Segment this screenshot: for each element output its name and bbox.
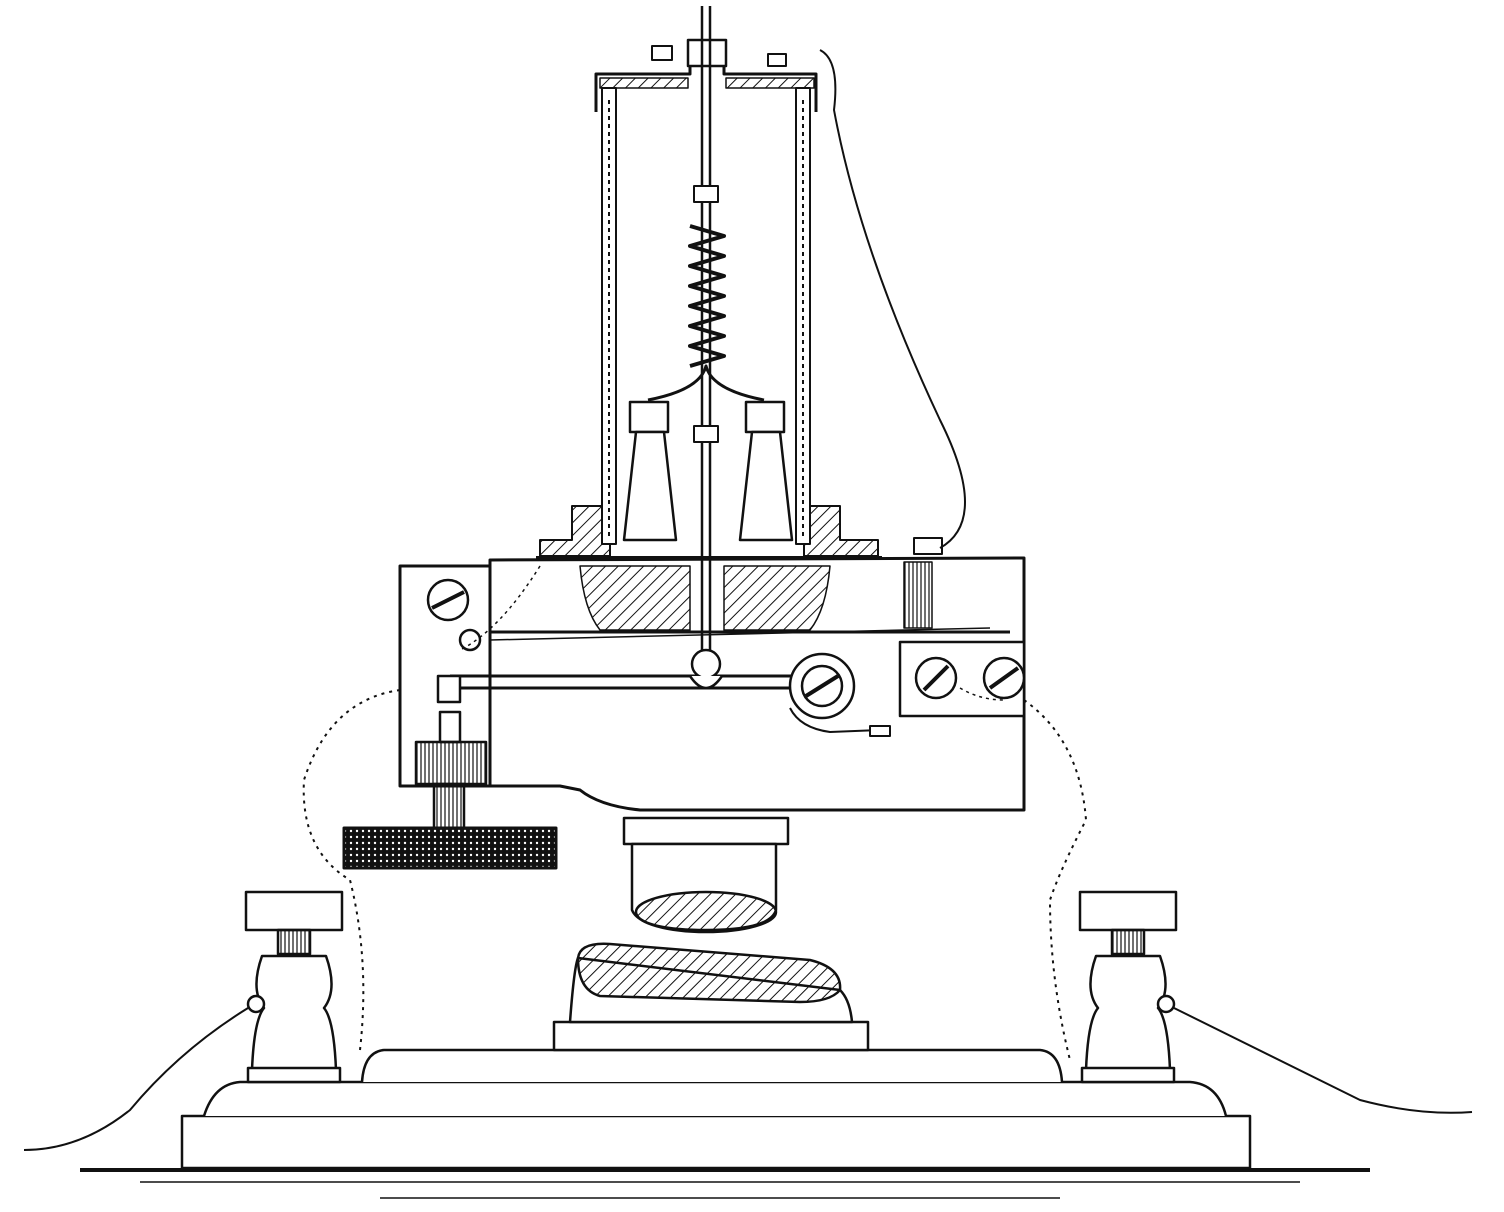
screw-heads	[426, 578, 1026, 700]
terminal-posts	[622, 364, 794, 542]
binding-post-right	[1078, 890, 1178, 1084]
ground-line	[80, 1168, 1370, 1199]
internal-wire	[459, 565, 541, 651]
internal-wire-right	[959, 687, 1005, 701]
binding-post-left	[244, 890, 344, 1084]
base-plate	[180, 1048, 1252, 1170]
coiled-spring	[688, 224, 726, 368]
adjusting-screw	[414, 674, 488, 830]
upper-electrode	[622, 816, 790, 934]
coiled-lead-wires	[23, 49, 1473, 1151]
cylinder-boss	[536, 505, 943, 560]
milled-head-wheel	[342, 826, 558, 870]
lower-electrode	[552, 942, 870, 1052]
contact-lever	[450, 648, 891, 737]
protective-cylinder-cover	[594, 38, 818, 545]
